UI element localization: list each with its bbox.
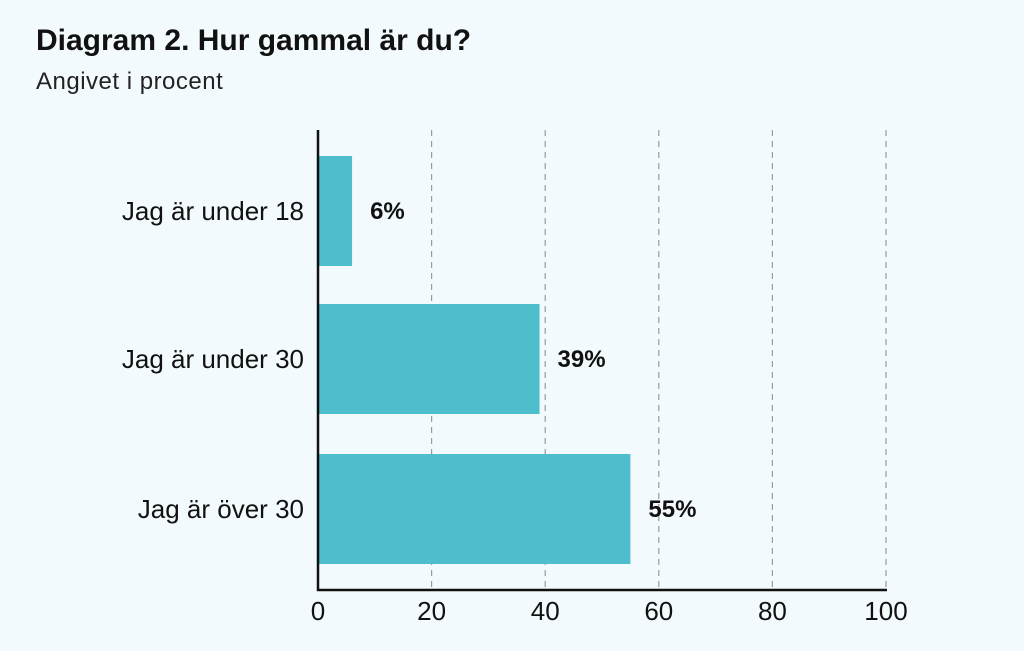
x-tick-label: 20 [417,596,446,626]
bar-3 [318,454,631,564]
category-label: Jag är under 18 [122,196,304,226]
value-label: 6% [370,198,405,225]
x-tick-label: 100 [864,596,907,626]
x-tick-label: 80 [758,596,787,626]
bar-2 [318,304,540,414]
value-label: 39% [558,346,606,373]
axes [316,130,887,592]
chart-title: Diagram 2. Hur gammal är du? [36,24,472,57]
x-tick-label: 60 [644,596,673,626]
bars [318,156,631,564]
bar-1 [318,156,353,266]
category-label: Jag är under 30 [122,344,304,374]
chart-subtitle: Angivet i procent [36,68,224,95]
labels: 0 20 40 60 80 100 Jag är under 18 6% Jag är unde… [122,196,908,626]
category-label: Jag är över 30 [138,494,304,524]
value-label: 55% [648,496,696,523]
x-tick-label: 0 [311,596,325,626]
x-tick-label: 40 [531,596,560,626]
